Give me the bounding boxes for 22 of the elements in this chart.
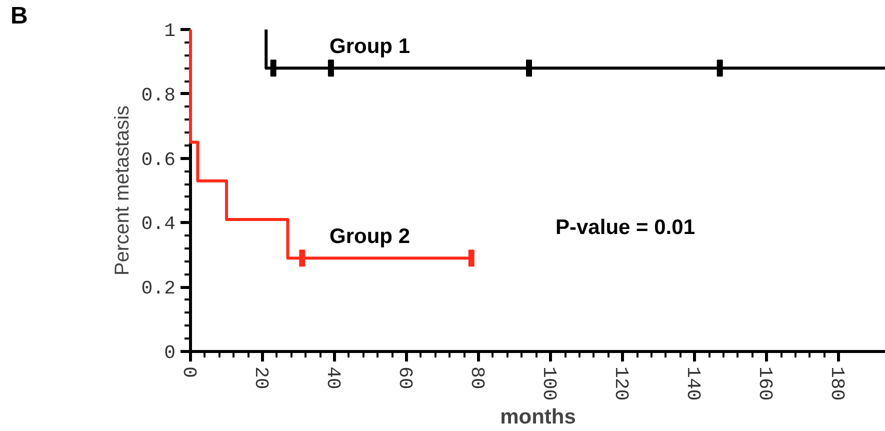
series-label: Group 2 — [330, 225, 410, 248]
y-tick-label: 0.2 — [141, 278, 176, 300]
annotation: P-value = 0.01 — [556, 216, 696, 239]
y-tick-label: 0.8 — [141, 84, 176, 106]
x-tick-label: 140 — [682, 366, 704, 401]
x-tick-label: 100 — [538, 366, 560, 401]
x-axis-title: months — [500, 406, 576, 429]
x-tick-label: 180 — [826, 366, 848, 401]
series-label: Group 1 — [330, 35, 410, 58]
x-tick-label: 80 — [466, 366, 488, 390]
y-tick-label: 0.4 — [141, 213, 176, 236]
x-tick-label: 60 — [394, 366, 416, 390]
y-tick-label: 0.6 — [141, 148, 176, 171]
y-tick-label: 1 — [164, 20, 176, 42]
x-tick-label: 120 — [610, 366, 632, 401]
x-tick-label: 160 — [754, 366, 776, 401]
x-tick-label: 0 — [178, 366, 200, 378]
y-tick-label: 0 — [164, 342, 176, 364]
y-axis-title: Percent metastasis — [111, 105, 134, 276]
text: B — [10, 2, 28, 30]
x-tick-label: 20 — [250, 366, 272, 390]
x-tick-label: 40 — [322, 366, 344, 390]
